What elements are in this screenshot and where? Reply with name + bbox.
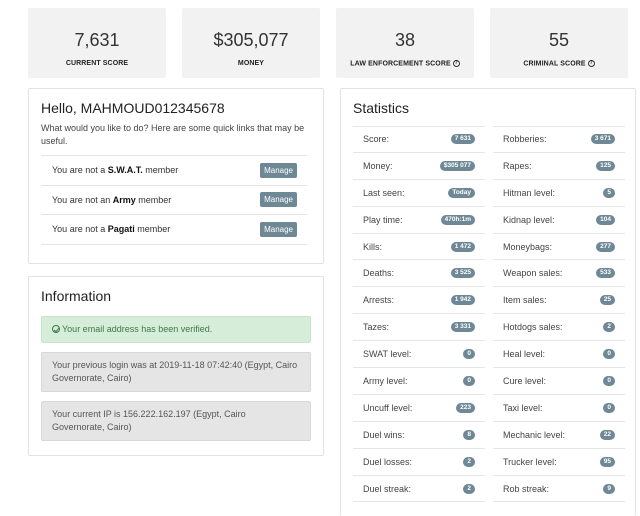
stat-row: Rapes: 125 bbox=[493, 153, 625, 180]
previous-login-alert: Your previous login was at 2019-11-18 07… bbox=[41, 352, 311, 392]
stat-row: Item sales: 25 bbox=[493, 287, 625, 315]
stat-label: MONEY bbox=[237, 60, 265, 67]
stat-card-money: $305,077 MONEY bbox=[182, 8, 320, 78]
stat-row: Trucker level: 95 bbox=[493, 449, 625, 476]
membership-text: You are not a S.W.A.T. member bbox=[52, 165, 179, 176]
stat-row: Heal level: 0 bbox=[493, 341, 625, 369]
stat-row: Kills: 1 472 bbox=[353, 234, 485, 261]
stat-badge: 0 bbox=[603, 349, 615, 360]
current-ip-alert: Your current IP is 156.222.162.197 (Egyp… bbox=[41, 401, 311, 441]
stat-row: Duel wins: 8 bbox=[353, 422, 485, 449]
greeting-subtitle: What would you like to do? Here are some… bbox=[41, 123, 305, 146]
stat-badge: 0 bbox=[603, 375, 615, 386]
stat-badge: 22 bbox=[599, 429, 615, 440]
stat-row: Tazes: 3 331 bbox=[353, 314, 485, 342]
information-title: Information bbox=[41, 288, 112, 304]
membership-row-swat: You are not a S.W.A.T. member Manage bbox=[41, 156, 307, 186]
statistics-grid: Score: 7 631 Money: $305 077 Last seen: Tod… bbox=[353, 126, 625, 503]
stat-badge: 7 631 bbox=[450, 134, 475, 145]
stat-badge: 533 bbox=[596, 268, 615, 279]
stat-value: 7,631 bbox=[74, 30, 120, 50]
summary-stats: 7,631 CURRENT SCORE $305,077 MONEY 38 LA… bbox=[28, 8, 628, 78]
stat-row: Duel streak: 2 bbox=[353, 476, 485, 503]
stat-badge: 3 671 bbox=[590, 134, 615, 145]
stat-row: Last seen: Today bbox=[353, 180, 485, 207]
help-icon[interactable]: ? bbox=[587, 60, 595, 67]
stat-badge: 277 bbox=[596, 241, 615, 252]
stat-row: Moneybags: 277 bbox=[493, 234, 625, 261]
stat-badge: 3 525 bbox=[450, 268, 475, 279]
membership-row-army: You are not an Army member Manage bbox=[41, 186, 307, 215]
check-circle-icon bbox=[52, 325, 60, 333]
manage-swat-button[interactable]: Manage bbox=[260, 162, 297, 178]
information-panel: Information Your email address has been … bbox=[28, 276, 324, 456]
stat-badge: 95 bbox=[599, 456, 615, 467]
statistics-left-column: Score: 7 631 Money: $305 077 Last seen: Tod… bbox=[353, 126, 485, 503]
stat-badge: 125 bbox=[596, 160, 615, 171]
greeting-title: Hello, MAHMOUD012345678 bbox=[41, 100, 225, 116]
stat-row: Hitman level: 5 bbox=[493, 180, 625, 207]
stat-row: Score: 7 631 bbox=[353, 126, 485, 153]
stat-row: Play time: 470h:1m bbox=[353, 207, 485, 234]
stat-badge: 2 bbox=[603, 322, 615, 333]
statistics-right-column: Robberies: 3 671 Rapes: 125 Hitman level: 5… bbox=[493, 126, 625, 503]
stat-card-criminal: 55 CRIMINAL SCORE? bbox=[490, 8, 628, 78]
statistics-title: Statistics bbox=[353, 100, 410, 116]
quick-links-panel: Hello, MAHMOUD012345678 What would you l… bbox=[28, 88, 324, 264]
stat-badge: $305 077 bbox=[439, 160, 475, 171]
stat-badge: 0 bbox=[603, 402, 615, 413]
stat-row: SWAT level: 0 bbox=[353, 341, 485, 369]
stat-badge: 1 942 bbox=[450, 295, 475, 306]
stat-badge: 470h:1m bbox=[440, 214, 475, 225]
stat-row: Army level: 0 bbox=[353, 368, 485, 395]
stat-card-score: 7,631 CURRENT SCORE bbox=[28, 8, 166, 78]
stat-badge: 9 bbox=[603, 483, 615, 494]
stat-value: $305,077 bbox=[213, 30, 289, 50]
stat-badge: 2 bbox=[463, 456, 475, 467]
membership-list: You are not a S.W.A.T. member Manage You… bbox=[41, 155, 307, 245]
stat-badge: 25 bbox=[599, 295, 615, 306]
stat-label: LAW ENFORCEMENT SCORE? bbox=[350, 60, 460, 68]
stat-value: 38 bbox=[394, 30, 416, 50]
stat-row: Hotdogs sales: 2 bbox=[493, 314, 625, 342]
stat-badge: 5 bbox=[603, 187, 615, 198]
stat-row: Duel losses: 2 bbox=[353, 449, 485, 476]
email-verified-alert: Your email address has been verified. bbox=[41, 316, 311, 343]
stat-label: CRIMINAL SCORE? bbox=[523, 60, 595, 68]
manage-army-button[interactable]: Manage bbox=[260, 192, 297, 208]
stat-row: Uncuff level: 223 bbox=[353, 395, 485, 422]
stat-row: Arrests: 1 942 bbox=[353, 287, 485, 315]
stat-badge: Today bbox=[448, 187, 475, 198]
help-icon[interactable]: ? bbox=[452, 60, 460, 67]
stat-badge: 104 bbox=[596, 214, 615, 225]
stat-badge: 3 331 bbox=[450, 322, 475, 333]
stat-badge: 1 472 bbox=[450, 241, 475, 252]
statistics-panel: Statistics Score: 7 631 Money: $305 077 La… bbox=[340, 88, 636, 516]
stat-badge: 0 bbox=[463, 349, 475, 360]
stat-badge: 223 bbox=[456, 402, 475, 413]
stat-badge: 0 bbox=[463, 375, 475, 386]
stat-row: Mechanic level: 22 bbox=[493, 422, 625, 449]
stat-row: Weapon sales: 533 bbox=[493, 260, 625, 288]
stat-row: Cure level: 0 bbox=[493, 368, 625, 395]
membership-text: You are not an Army member bbox=[52, 194, 172, 205]
membership-text: You are not a Pagati member bbox=[52, 224, 171, 235]
stat-row: Deaths: 3 525 bbox=[353, 260, 485, 288]
stat-value: 55 bbox=[548, 30, 570, 50]
stat-badge: 8 bbox=[463, 429, 475, 440]
manage-pagati-button[interactable]: Manage bbox=[260, 221, 297, 237]
stat-row: Rob streak: 9 bbox=[493, 476, 625, 503]
stat-row: Money: $305 077 bbox=[353, 153, 485, 180]
stat-row: Taxi level: 0 bbox=[493, 395, 625, 422]
stat-label: CURRENT SCORE bbox=[65, 60, 129, 67]
stat-badge: 2 bbox=[463, 483, 475, 494]
stat-card-law-enforcement: 38 LAW ENFORCEMENT SCORE? bbox=[336, 8, 474, 78]
membership-row-pagati: You are not a Pagati member Manage bbox=[41, 215, 307, 245]
stat-row: Kidnap level: 104 bbox=[493, 207, 625, 234]
stat-row: Robberies: 3 671 bbox=[493, 126, 625, 153]
